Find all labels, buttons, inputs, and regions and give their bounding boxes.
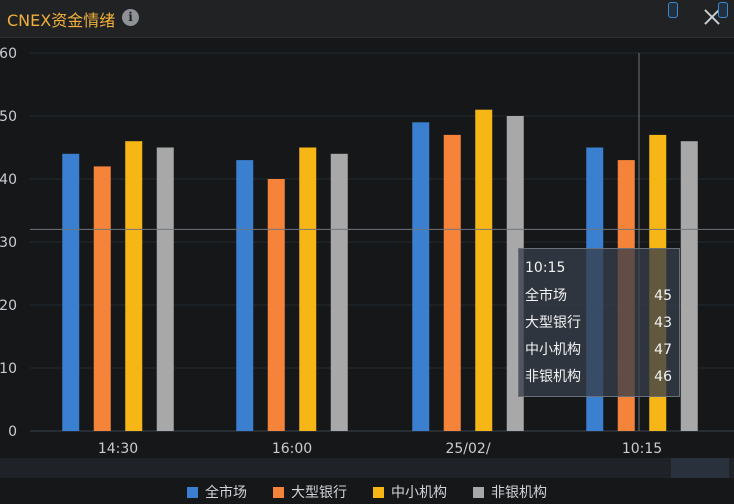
bar-非银机构-14:30 <box>156 147 174 431</box>
bar-全市场-25/02/ <box>412 122 430 432</box>
bar-非银机构-10:15 <box>680 141 698 431</box>
legend-swatch <box>273 486 284 498</box>
legend-label: 非银机构 <box>491 485 547 501</box>
y-tick-label: 10 <box>0 361 17 377</box>
legend-item-大型银行[interactable]: 大型银行 <box>273 482 347 502</box>
bar-全市场-14:30 <box>62 153 80 432</box>
bar-全市场-16:00 <box>236 160 254 431</box>
data-zoom-window[interactable] <box>671 458 729 478</box>
y-tick-label: 0 <box>8 424 17 440</box>
legend-label: 全市场 <box>205 485 247 501</box>
y-tick-label: 30 <box>0 235 17 251</box>
legend-swatch <box>187 486 198 498</box>
legend-label: 大型银行 <box>291 485 347 501</box>
y-tick-label: 50 <box>0 109 17 125</box>
legend-swatch <box>373 486 384 498</box>
data-zoom-scrollbar[interactable] <box>0 458 734 478</box>
tooltip-series-name: 非银机构 <box>525 369 581 385</box>
bar-中小机构-16:00 <box>299 147 317 431</box>
tooltip-series-name: 中小机构 <box>525 342 581 358</box>
zoom-handle-right[interactable] <box>718 2 728 18</box>
tooltip-row: 全市场 45 <box>525 287 672 314</box>
tooltip-row: 中小机构 47 <box>525 341 672 368</box>
legend-item-非银机构[interactable]: 非银机构 <box>473 482 547 502</box>
bar-非银机构-16:00 <box>330 153 348 432</box>
chart-tooltip: 10:15 全市场 45 大型银行 43 中小机构 47 非银机构 46 <box>518 248 680 397</box>
panel-header: CNEX资金情绪 i <box>0 0 734 38</box>
tooltip-row: 大型银行 43 <box>525 314 672 341</box>
legend-label: 中小机构 <box>391 485 447 501</box>
tooltip-time: 10:15 <box>525 260 566 276</box>
legend-item-全市场[interactable]: 全市场 <box>187 482 247 502</box>
legend-item-中小机构[interactable]: 中小机构 <box>373 482 447 502</box>
tooltip-series-value: 46 <box>654 369 672 385</box>
info-icon[interactable]: i <box>122 9 139 26</box>
bar-大型银行-14:30 <box>93 166 111 431</box>
tooltip-series-value: 47 <box>654 342 672 358</box>
tooltip-series-value: 45 <box>654 288 672 304</box>
tooltip-series-name: 大型银行 <box>525 315 581 331</box>
bar-中小机构-25/02/ <box>475 109 493 431</box>
tooltip-row: 非银机构 46 <box>525 368 672 395</box>
x-tick-label: 16:00 <box>272 441 312 457</box>
x-tick-label: 25/02/ <box>445 441 490 457</box>
bar-中小机构-14:30 <box>125 141 143 431</box>
chart-legend: 全市场 大型银行 中小机构 非银机构 <box>0 480 734 504</box>
zoom-handle-left[interactable] <box>668 2 678 18</box>
y-tick-label: 20 <box>0 298 17 314</box>
tooltip-series-name: 全市场 <box>525 288 567 304</box>
panel-title: CNEX资金情绪 <box>7 11 116 30</box>
y-tick-label: 60 <box>0 46 17 62</box>
legend-swatch <box>473 486 484 498</box>
y-tick-label: 40 <box>0 172 17 188</box>
x-tick-label: 10:15 <box>622 441 662 457</box>
tooltip-series-value: 43 <box>654 315 672 331</box>
x-tick-label: 14:30 <box>98 441 138 457</box>
bar-大型银行-16:00 <box>267 179 285 431</box>
bar-大型银行-25/02/ <box>443 134 461 431</box>
